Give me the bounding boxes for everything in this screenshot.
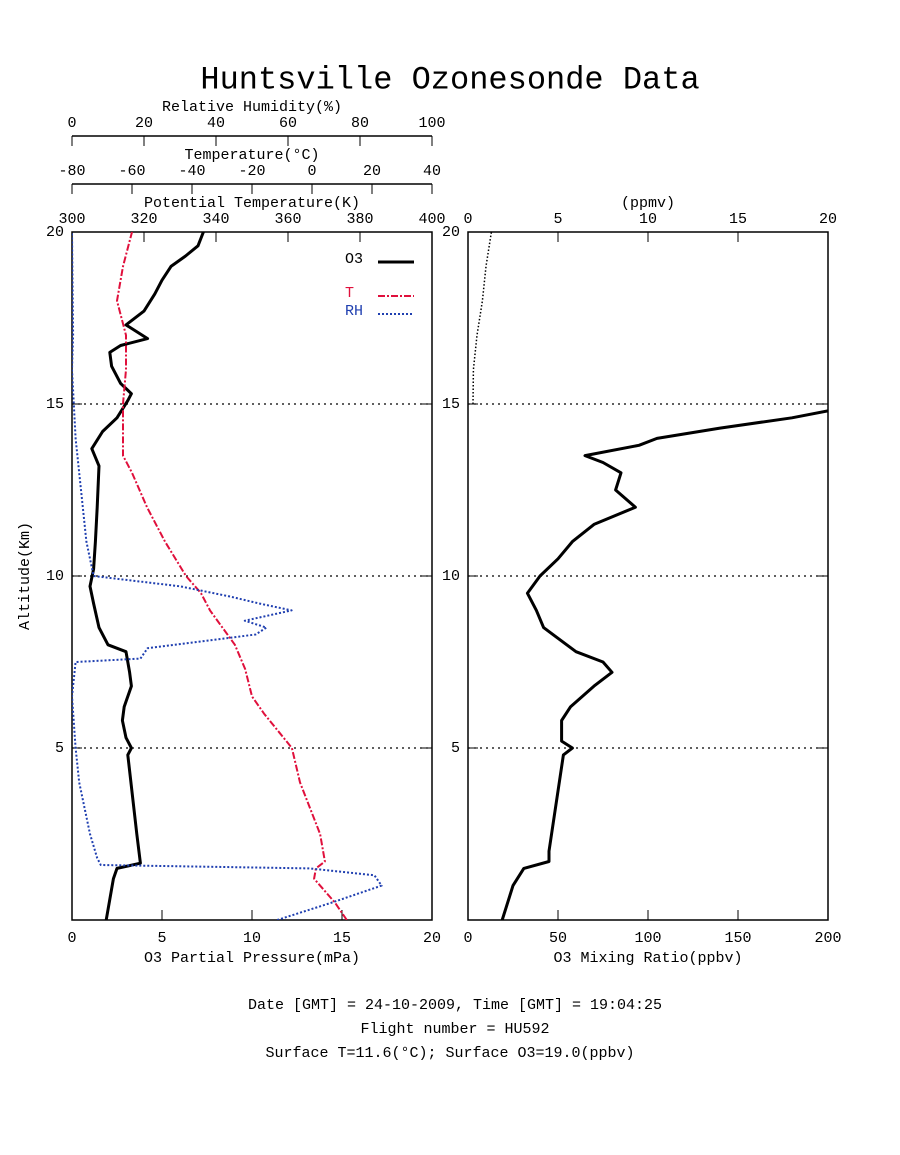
x-tick-label: 20 [423,930,441,947]
x-tick-label: 300 [58,211,85,228]
x-tick-label: 360 [274,211,301,228]
legend-label: T [345,285,354,302]
legend-label: O3 [345,251,363,268]
series-line [472,232,493,405]
x-tick-label: 20 [819,211,837,228]
legend-label: RH [345,303,363,320]
x-tick-label: 0 [307,163,316,180]
x-axis-label: (ppmv) [621,195,675,212]
y-tick-label: 15 [46,396,64,413]
y-axis-label: Altitude(Km) [17,522,34,630]
x-tick-label: 100 [418,115,445,132]
x-tick-label: -60 [118,163,145,180]
footer-line: Flight number = HU592 [360,1021,549,1038]
x-tick-label: 0 [67,115,76,132]
x-tick-label: 0 [463,211,472,228]
x-tick-label: 5 [157,930,166,947]
x-tick-label: 400 [418,211,445,228]
y-tick-label: 20 [46,224,64,241]
x-tick-label: 50 [549,930,567,947]
x-tick-label: 20 [135,115,153,132]
y-tick-label: 20 [442,224,460,241]
x-tick-label: 60 [279,115,297,132]
x-tick-label: -20 [238,163,265,180]
x-tick-label: 0 [463,930,472,947]
x-tick-label: 80 [351,115,369,132]
x-tick-label: 0 [67,930,76,947]
x-tick-label: 340 [202,211,229,228]
x-tick-label: -80 [58,163,85,180]
x-axis-label: Temperature(°C) [184,147,319,164]
x-axis-label: O3 Mixing Ratio(ppbv) [553,950,742,967]
y-tick-label: 10 [442,568,460,585]
x-tick-label: 20 [363,163,381,180]
y-tick-label: 15 [442,396,460,413]
series-line [88,232,205,920]
x-axis-label: O3 Partial Pressure(mPa) [144,950,360,967]
y-tick-label: 5 [451,740,460,757]
x-tick-label: 380 [346,211,373,228]
x-axis-label: Potential Temperature(K) [144,195,360,212]
x-tick-label: 150 [724,930,751,947]
x-tick-label: 200 [814,930,841,947]
footer-line: Date [GMT] = 24-10-2009, Time [GMT] = 19… [248,997,662,1014]
x-tick-label: 5 [553,211,562,228]
footer-line: Surface T=11.6(°C); Surface O3=19.0(ppbv… [265,1045,634,1062]
x-axis-label: Relative Humidity(%) [162,99,342,116]
series-line [500,409,828,920]
x-tick-label: 320 [130,211,157,228]
y-tick-label: 5 [55,740,64,757]
x-tick-label: 40 [423,163,441,180]
series-line [116,232,348,920]
x-tick-label: 15 [333,930,351,947]
x-tick-label: -40 [178,163,205,180]
x-tick-label: 15 [729,211,747,228]
x-tick-label: 100 [634,930,661,947]
x-tick-label: 10 [243,930,261,947]
x-tick-label: 40 [207,115,225,132]
series-line [72,232,383,920]
chart-title: Huntsville Ozonesonde Data [200,61,699,98]
y-tick-label: 10 [46,568,64,585]
x-tick-label: 10 [639,211,657,228]
